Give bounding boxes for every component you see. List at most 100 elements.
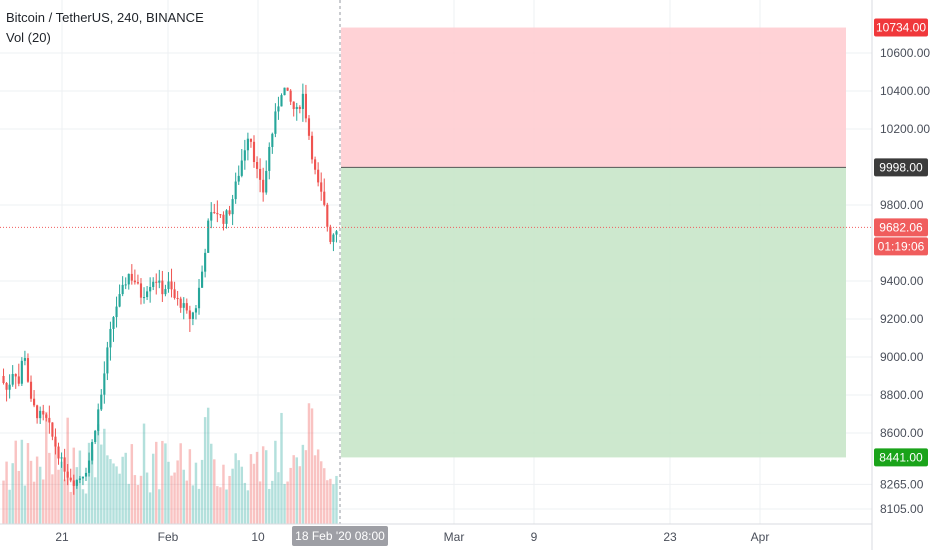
symbol-title[interactable]: Bitcoin / TetherUS, 240, BINANCE: [6, 10, 204, 25]
candle-body: [158, 280, 161, 283]
candle-body: [231, 199, 234, 215]
volume-bar: [145, 472, 149, 524]
candle-body: [63, 457, 66, 472]
candle-body: [265, 170, 268, 193]
candle-body: [204, 252, 207, 272]
time-tick-label: 21: [55, 530, 69, 544]
candle-body: [252, 141, 256, 163]
candle-body: [118, 294, 121, 307]
volume-bar: [313, 455, 317, 524]
volume-bar: [316, 449, 320, 524]
candle-body: [191, 312, 194, 319]
candle-body: [100, 394, 103, 410]
candle-body: [87, 460, 91, 473]
candle-body: [326, 204, 329, 227]
countdown-tag: [874, 237, 928, 256]
candle-body: [33, 398, 36, 406]
candle-body: [42, 410, 45, 415]
volume-bar: [136, 485, 140, 524]
candle-body: [228, 210, 231, 215]
candle-body: [182, 303, 185, 308]
candle-body: [36, 405, 39, 419]
volume-bar: [20, 439, 24, 524]
crosshair-time-tag: [292, 526, 388, 546]
volume-bar: [225, 489, 228, 524]
volume-bar: [231, 468, 234, 524]
candle-body: [304, 93, 307, 119]
candle-body: [29, 381, 33, 399]
candle-body: [115, 306, 118, 318]
volume-bar: [42, 479, 45, 524]
candle-body: [335, 231, 338, 235]
volume-bar: [280, 412, 283, 524]
volume-bar: [45, 411, 48, 524]
candle-body: [84, 472, 88, 477]
candle-body: [57, 446, 60, 459]
price-tick-label: 9400.00: [880, 274, 924, 288]
candle-body: [219, 214, 222, 216]
volume-bar: [103, 428, 106, 524]
candle-body: [262, 179, 265, 193]
candle-body: [194, 308, 198, 313]
take-profit-zone[interactable]: [341, 167, 846, 458]
take-profit-tag: [874, 448, 928, 467]
candle-body: [249, 138, 253, 142]
price-tick-label: 9000.00: [880, 350, 924, 364]
candle-body: [142, 297, 146, 299]
candle-body: [23, 358, 26, 361]
volume-bar: [213, 459, 216, 524]
stop-loss-zone[interactable]: [341, 27, 846, 168]
volume-bar: [75, 467, 79, 524]
volume-bar: [323, 468, 326, 524]
volume-bar: [2, 480, 5, 524]
volume-bar: [48, 452, 51, 524]
volume-bar: [60, 461, 63, 524]
candle-body: [139, 283, 143, 298]
price-tick-label: 9800.00: [880, 198, 924, 212]
position-zones[interactable]: [341, 27, 846, 458]
time-axis[interactable]: 21 Feb 10 Mar 9 23 Apr: [0, 523, 872, 544]
candle-body: [127, 273, 130, 285]
countdown-tag-label: 01:19:06: [878, 239, 925, 253]
candle-body: [176, 297, 179, 299]
volume-bar: [274, 440, 277, 524]
stop-loss-tag-label: 10734.00: [876, 21, 926, 35]
volume-bar: [170, 475, 173, 524]
volume-bar: [277, 472, 280, 524]
volume-bar: [219, 487, 222, 524]
candle-body: [146, 291, 149, 298]
volume-bar: [249, 454, 253, 524]
candle-body: [298, 106, 301, 109]
volume-bar: [252, 463, 256, 524]
candle-body: [234, 181, 237, 200]
candle-body: [283, 87, 286, 96]
candle-body: [109, 328, 112, 348]
candle-body: [48, 417, 51, 423]
volume-bar: [81, 489, 85, 524]
volume-bar: [261, 446, 265, 524]
candle-body: [329, 226, 332, 242]
volume-bar: [295, 457, 298, 524]
candle-body: [136, 282, 139, 284]
volume-bar: [23, 485, 27, 524]
volume-bar: [210, 443, 213, 524]
volume-bar: [191, 485, 195, 524]
price-axis[interactable]: 10600.00 10400.00 10200.00 9800.00 9400.00 92…: [871, 0, 932, 550]
volume-bar: [200, 459, 204, 524]
volume-indicator-label[interactable]: Vol (20): [6, 30, 51, 45]
last-price-tag: [874, 218, 928, 237]
volume-bar: [216, 486, 219, 524]
candle-body: [216, 213, 219, 215]
candle-body: [255, 162, 259, 169]
volume-bar: [112, 463, 115, 524]
candle-body: [106, 347, 109, 374]
volume-bar: [243, 482, 247, 524]
volume-bar: [188, 449, 192, 524]
volume-bar: [307, 403, 311, 524]
candle-body: [170, 281, 173, 290]
volume-bar: [109, 459, 112, 524]
candle-body: [2, 376, 5, 384]
price-tick-label: 8600.00: [880, 426, 924, 440]
candle-body: [280, 95, 283, 107]
